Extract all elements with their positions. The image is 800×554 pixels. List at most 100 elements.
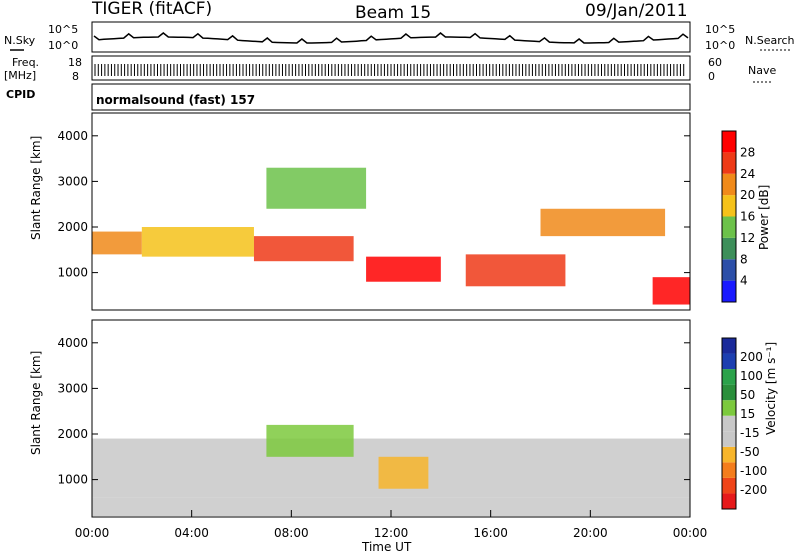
colorbar-tick-label: 50: [740, 388, 755, 402]
velocity-colorbar: 200 100 50 15 -15 -50 -100 -200: [721, 337, 767, 510]
x-tick-label: 12:00: [374, 526, 409, 540]
x-tick-label: 16:00: [473, 526, 508, 540]
power-y-ticks: 4000 3000 2000 1000: [57, 129, 690, 280]
nsearch-tick-top: 10^5: [705, 23, 735, 36]
velocity-colorbar-label: Velocity [m s⁻¹]: [764, 342, 778, 435]
colorbar-swatch: [722, 477, 736, 494]
colorbar-swatch: [722, 431, 736, 447]
beam-title: Beam 15: [355, 3, 431, 23]
colorbar-swatch: [722, 493, 736, 509]
freq-label: Freq.: [12, 56, 39, 69]
heatmap-cell: [652, 277, 690, 305]
colorbar-tick-label: 24: [740, 167, 755, 181]
colorbar-swatch: [722, 131, 736, 153]
heatmap-cell: [266, 167, 367, 209]
y-tick-label: 4000: [57, 336, 88, 350]
time-x-ticks: 00:00 04:00 08:00 12:00 16:00 20:00 00:00: [75, 510, 708, 540]
colorbar-swatch: [722, 280, 736, 302]
date-title: 09/Jan/2011: [585, 1, 688, 21]
time-xlabel: Time UT: [361, 540, 412, 554]
y-tick-label: 2000: [57, 427, 88, 441]
colorbar-swatch: [722, 353, 736, 370]
colorbar-swatch: [722, 415, 736, 432]
x-tick-label: 20:00: [573, 526, 608, 540]
colorbar-tick-label: 8: [740, 252, 748, 266]
colorbar-swatch: [722, 446, 736, 463]
power-colorbar-label: Power [dB]: [757, 185, 771, 250]
heatmap-cell: [266, 424, 354, 457]
nave-tick-bottom: 0: [708, 70, 715, 83]
freq-strip: 18 8 60 0 Freq. [MHz] Nave: [4, 55, 776, 83]
power-panel: 4000 3000 2000 1000 Slant Range [km] 28 24 20…: [29, 112, 771, 311]
velocity-heatmap: [92, 424, 690, 517]
y-tick-label: 2000: [57, 220, 88, 234]
colorbar-tick-label: 12: [740, 231, 755, 245]
x-tick-label: 00:00: [673, 526, 708, 540]
power-ylabel: Slant Range [km]: [29, 136, 43, 240]
freq-tick-top: 18: [68, 56, 82, 69]
freq-tick-bottom: 8: [72, 70, 79, 83]
y-tick-label: 4000: [57, 129, 88, 143]
colorbar-swatch: [722, 400, 736, 416]
colorbar-swatch: [722, 338, 736, 354]
colorbar-tick-label: 20: [740, 188, 755, 202]
nsearch-tick-bottom: 10^0: [705, 39, 735, 52]
heatmap-cell: [366, 256, 441, 282]
colorbar-tick-label: 100: [740, 369, 763, 383]
colorbar-tick-label: -100: [740, 464, 767, 478]
nsky-line: [93, 32, 689, 44]
colorbar-swatch: [722, 152, 736, 174]
colorbar-tick-label: 4: [740, 274, 748, 288]
cpid-label: CPID: [6, 88, 35, 101]
cpid-text: normalsound (fast) 157: [96, 93, 255, 107]
nsky-trace: [93, 32, 689, 44]
x-tick-label: 04:00: [174, 526, 209, 540]
x-tick-label: 00:00: [75, 526, 110, 540]
heatmap-cell: [141, 227, 254, 257]
colorbar-swatch: [722, 173, 736, 196]
colorbar-frame: [721, 337, 737, 510]
colorbar-tick-label: -50: [740, 445, 760, 459]
colorbar-swatch: [722, 195, 736, 217]
radar-title: TIGER (fitACF): [91, 0, 212, 19]
colorbar-tick-label: 28: [740, 145, 755, 159]
freq-trace: [94, 64, 685, 76]
nsky-tick-top: 10^5: [48, 23, 78, 36]
y-tick-label: 1000: [57, 266, 88, 280]
heatmap-cell: [465, 254, 566, 287]
nave-label: Nave: [748, 64, 776, 77]
heatmap-cell: [92, 497, 690, 517]
velocity-y-ticks: 4000 3000 2000 1000: [57, 336, 690, 487]
colorbar-tick-label: 15: [740, 407, 755, 421]
colorbar-swatch: [722, 384, 736, 401]
colorbar-swatch: [722, 216, 736, 238]
y-tick-label: 3000: [57, 174, 88, 188]
colorbar-swatch: [722, 369, 736, 385]
heatmap-cell: [253, 236, 354, 262]
y-tick-label: 1000: [57, 473, 88, 487]
colorbar-tick-label: -200: [740, 483, 767, 497]
nsearch-label: N.Search: [745, 34, 795, 47]
freq-unit-label: [MHz]: [4, 69, 36, 82]
heatmap-cell: [92, 231, 142, 255]
colorbar-tick-label: -15: [740, 426, 760, 440]
power-heatmap: [92, 167, 690, 305]
colorbar-tick-label: 200: [740, 350, 763, 364]
velocity-ylabel: Slant Range [km]: [29, 351, 43, 455]
colorbar-swatch: [722, 462, 736, 478]
colorbar-swatch: [722, 259, 736, 281]
heatmap-cell: [540, 208, 666, 237]
colorbar-swatch: [722, 237, 736, 260]
colorbar-frame: [721, 130, 737, 303]
nsky-strip: 10^5 10^0 10^5 10^0 N.Sky N.Search: [4, 21, 795, 53]
x-tick-label: 08:00: [274, 526, 309, 540]
nave-tick-top: 60: [708, 56, 722, 69]
nsky-label: N.Sky: [4, 34, 36, 47]
colorbar-tick-label: 16: [740, 210, 755, 224]
power-colorbar: 28 24 20 16 12 8 4: [721, 130, 755, 303]
nsky-tick-bottom: 10^0: [48, 39, 78, 52]
heatmap-cell: [378, 456, 429, 489]
y-tick-label: 3000: [57, 381, 88, 395]
